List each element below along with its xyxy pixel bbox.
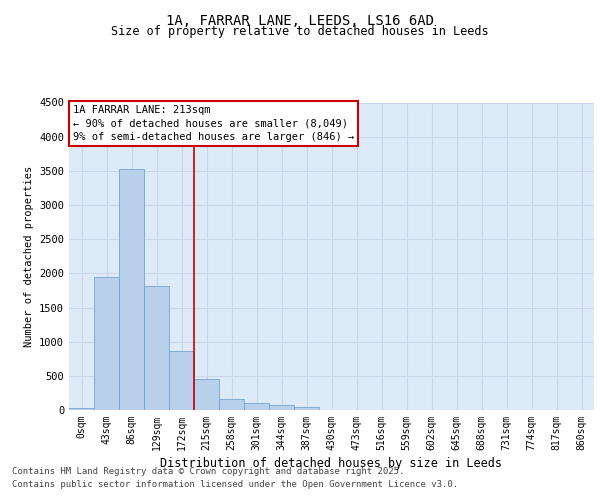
Bar	[69, 408, 94, 410]
Bar	[294, 408, 319, 410]
Text: Size of property relative to detached houses in Leeds: Size of property relative to detached ho…	[111, 25, 489, 38]
Bar	[94, 278, 119, 410]
Text: Contains HM Land Registry data © Crown copyright and database right 2025.: Contains HM Land Registry data © Crown c…	[12, 467, 404, 476]
Bar	[194, 379, 219, 410]
Bar	[244, 403, 269, 410]
X-axis label: Distribution of detached houses by size in Leeds: Distribution of detached houses by size …	[161, 457, 503, 470]
Text: 1A, FARRAR LANE, LEEDS, LS16 6AD: 1A, FARRAR LANE, LEEDS, LS16 6AD	[166, 14, 434, 28]
Bar	[219, 398, 244, 410]
Y-axis label: Number of detached properties: Number of detached properties	[23, 166, 34, 347]
Text: Contains public sector information licensed under the Open Government Licence v3: Contains public sector information licen…	[12, 480, 458, 489]
Text: 1A FARRAR LANE: 213sqm
← 90% of detached houses are smaller (8,049)
9% of semi-d: 1A FARRAR LANE: 213sqm ← 90% of detached…	[73, 105, 354, 142]
Bar	[169, 351, 194, 410]
Bar	[119, 170, 144, 410]
Bar	[269, 405, 294, 410]
Bar	[144, 286, 169, 410]
